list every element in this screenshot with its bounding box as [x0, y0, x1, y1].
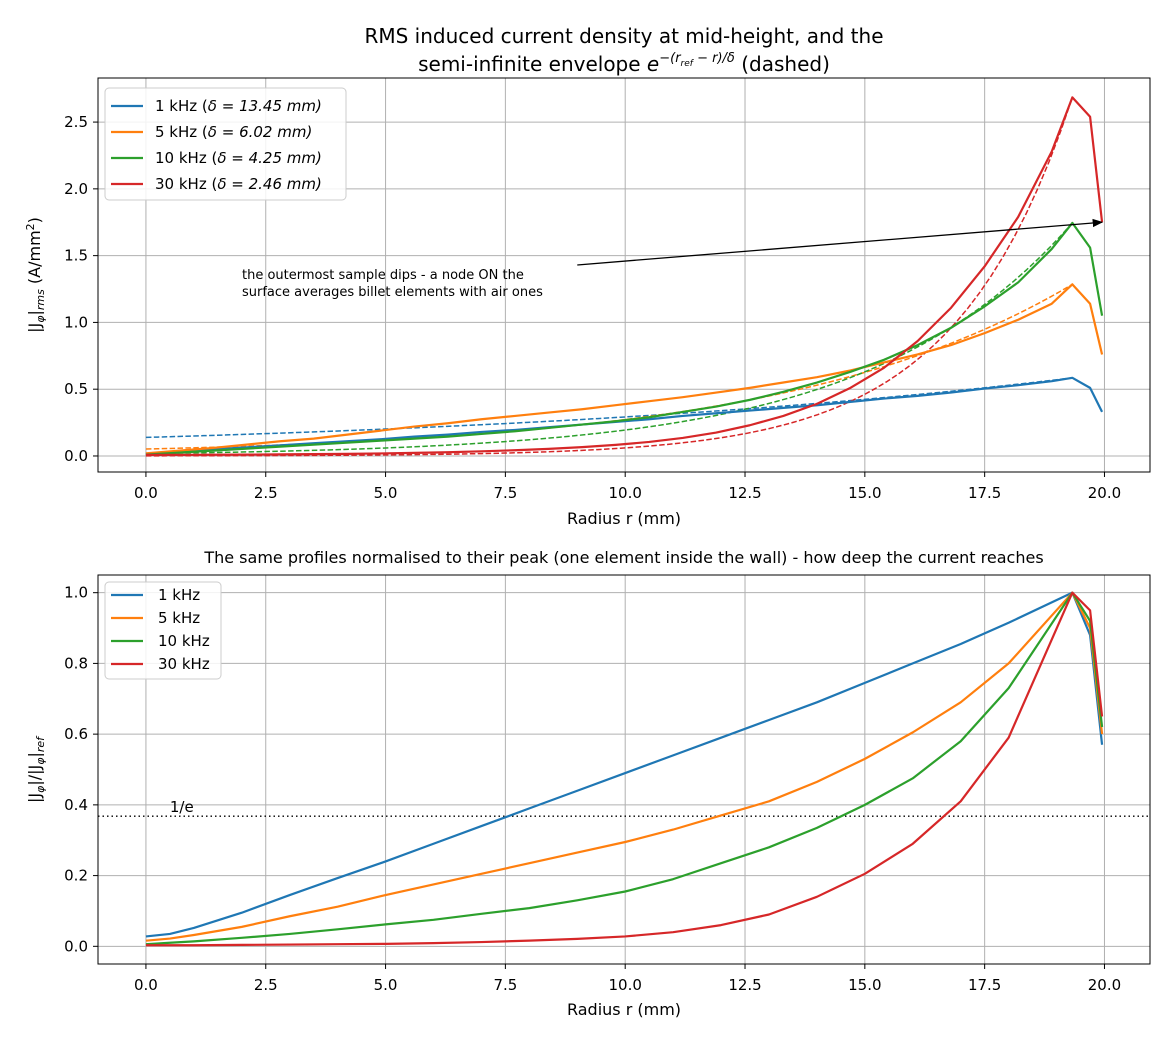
top-y-axis-label: |Jφ|rms (A/mm2)	[24, 217, 47, 333]
top-y-tick-label: 0.5	[64, 380, 88, 398]
bottom-y-ticks: 0.0 0.2 0.4 0.6 0.8 1.0	[64, 584, 98, 955]
top-x-ticks: 0.0 2.5 5.0 7.5 10.0 12.5 15.0 17.5 20.0	[134, 472, 1121, 502]
bottom-x-tick-label: 15.0	[848, 976, 881, 994]
bottom-legend-item-10khz: 10 kHz	[111, 632, 210, 650]
top-series-lines	[145, 96, 1104, 456]
top-series-5-khz	[145, 283, 1104, 455]
top-legend: 1 kHz (δ = 13.45 mm) 5 kHz (δ = 6.02 mm)…	[104, 87, 347, 201]
bottom-series-30-khz	[145, 591, 1104, 947]
bottom-legend-label-1khz: 1 kHz	[158, 586, 200, 604]
bottom-chart: The same profiles normalised to their pe…	[25, 548, 1151, 1019]
top-legend-item-10khz: 10 kHz (δ = 4.25 mm)	[111, 149, 322, 167]
legend-label-10khz: 10 kHz (δ = 4.25 mm)	[155, 149, 322, 167]
top-series-1-khz	[145, 376, 1104, 455]
top-annotation: the outermost sample dips - a node ON th…	[242, 218, 1104, 300]
envelope-10-khz	[145, 222, 1073, 455]
top-x-tick-label: 12.5	[728, 484, 761, 502]
top-plot-frame	[97, 77, 1151, 473]
bottom-x-axis-label: Radius r (mm)	[567, 1000, 681, 1019]
top-series-30-khz	[145, 96, 1104, 456]
top-y-tick-label: 2.0	[64, 180, 88, 198]
bottom-x-tick-label: 5.0	[374, 976, 398, 994]
bottom-series-lines	[145, 591, 1104, 947]
top-y-tick-label: 1.5	[64, 247, 88, 265]
bottom-x-ticks: 0.0 2.5 5.0 7.5 10.0 12.5 15.0 17.5 20.0	[134, 964, 1121, 994]
bottom-plot-frame	[97, 574, 1151, 965]
bottom-series-5-khz	[145, 591, 1104, 942]
top-y-ticks: 0.0 0.5 1.0 1.5 2.0 2.5	[64, 113, 98, 465]
top-x-tick-label: 2.5	[254, 484, 278, 502]
bottom-x-tick-label: 20.0	[1088, 976, 1121, 994]
bottom-chart-title: The same profiles normalised to their pe…	[203, 548, 1043, 567]
bottom-y-axis-label: |Jφ|/|Jφ|ref	[25, 735, 47, 803]
top-chart-title-line1: RMS induced current density at mid-heigh…	[364, 24, 883, 48]
bottom-legend-item-1khz: 1 kHz	[111, 586, 200, 604]
top-x-tick-label: 5.0	[374, 484, 398, 502]
top-annotation-arrow	[577, 218, 1104, 266]
bottom-legend-label-5khz: 5 kHz	[158, 609, 200, 627]
top-annotation-line2: surface averages billet elements with ai…	[242, 285, 543, 300]
bottom-x-tick-label: 2.5	[254, 976, 278, 994]
bottom-legend-item-30khz: 30 kHz	[111, 655, 210, 673]
top-legend-box	[104, 87, 347, 201]
top-x-tick-label: 15.0	[848, 484, 881, 502]
top-y-tick-label: 1.0	[64, 313, 88, 331]
bottom-x-tick-label: 10.0	[608, 976, 641, 994]
top-x-tick-label: 0.0	[134, 484, 158, 502]
top-legend-item-1khz: 1 kHz (δ = 13.45 mm)	[111, 97, 322, 115]
top-x-tick-label: 17.5	[968, 484, 1001, 502]
bottom-y-tick-label: 0.6	[64, 725, 88, 743]
bottom-y-tick-label: 0.2	[64, 867, 88, 885]
envelope-30-khz	[145, 97, 1074, 457]
top-legend-item-30khz: 30 kHz (δ = 2.46 mm)	[111, 175, 322, 193]
bottom-y-tick-label: 1.0	[64, 584, 88, 602]
top-x-tick-label: 20.0	[1088, 484, 1121, 502]
top-x-tick-label: 10.0	[608, 484, 641, 502]
top-series-10-khz	[145, 221, 1104, 456]
bottom-reference-label-1e: 1/e	[170, 798, 194, 816]
top-y-tick-label: 0.0	[64, 447, 88, 465]
top-legend-item-5khz: 5 kHz (δ = 6.02 mm)	[111, 123, 312, 141]
legend-label-1khz: 1 kHz (δ = 13.45 mm)	[155, 97, 322, 115]
top-chart: RMS induced current density at mid-heigh…	[24, 24, 1151, 528]
bottom-y-tick-label: 0.0	[64, 937, 88, 955]
envelope-1-khz	[145, 377, 1073, 439]
bottom-legend-box	[104, 581, 222, 680]
top-x-tick-label: 7.5	[493, 484, 517, 502]
bottom-x-tick-label: 12.5	[728, 976, 761, 994]
top-y-tick-label: 2.5	[64, 113, 88, 131]
bottom-x-tick-label: 7.5	[493, 976, 517, 994]
bottom-series-1-khz	[145, 591, 1104, 938]
bottom-grid	[98, 575, 1150, 964]
bottom-x-tick-label: 0.0	[134, 976, 158, 994]
bottom-x-tick-label: 17.5	[968, 976, 1001, 994]
legend-label-5khz: 5 kHz (δ = 6.02 mm)	[155, 123, 312, 141]
top-x-axis-label: Radius r (mm)	[567, 509, 681, 528]
bottom-legend-item-5khz: 5 kHz	[111, 609, 200, 627]
envelope-5-khz	[145, 283, 1073, 450]
bottom-y-tick-label: 0.4	[64, 796, 88, 814]
bottom-legend-label-10khz: 10 kHz	[158, 632, 210, 650]
bottom-y-tick-label: 0.8	[64, 654, 88, 672]
top-annotation-line1: the outermost sample dips - a node ON th…	[242, 268, 524, 283]
bottom-legend-label-30khz: 30 kHz	[158, 655, 210, 673]
bottom-series-10-khz	[145, 591, 1104, 946]
bottom-legend: 1 kHz 5 kHz 10 kHz 30 kHz	[104, 581, 222, 680]
top-chart-title-line2: semi-infinite envelope e−(rref − r)/δ (d…	[418, 51, 830, 76]
legend-label-30khz: 30 kHz (δ = 2.46 mm)	[155, 175, 322, 193]
